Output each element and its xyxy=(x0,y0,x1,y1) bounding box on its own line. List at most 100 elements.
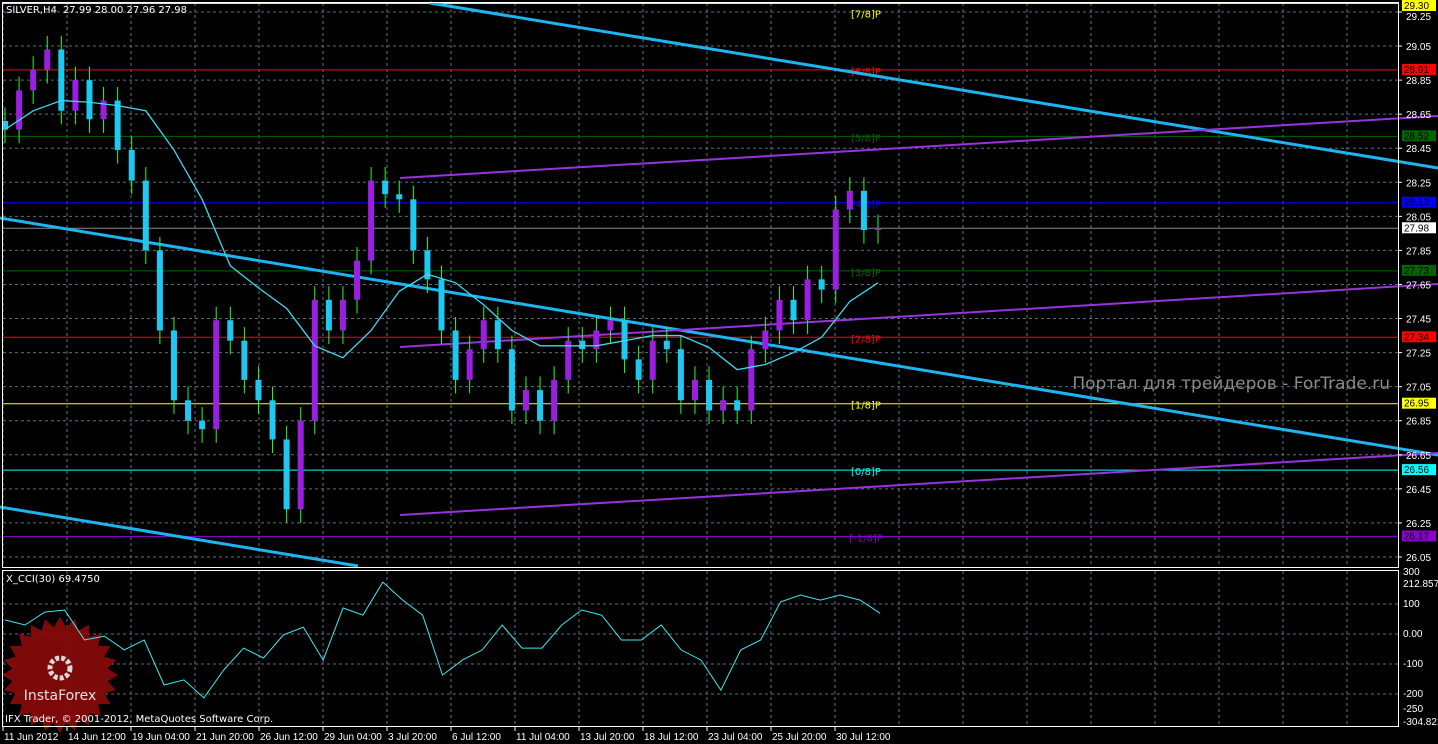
level-price-text: 26.56 xyxy=(1404,465,1429,476)
candle-body xyxy=(565,340,572,380)
murrey-level-label: [5/8]P xyxy=(851,133,881,144)
level-price-tag xyxy=(1402,130,1436,142)
cci-panel-frame xyxy=(2,570,1399,727)
time-tick-label: 6 Jul 12:00 xyxy=(452,732,501,743)
candle-body xyxy=(325,299,332,331)
candle-body xyxy=(438,279,445,331)
candle-body xyxy=(410,199,417,251)
candle-body xyxy=(649,340,656,380)
price-tick-label: 28.25 xyxy=(1406,178,1431,189)
price-axis[interactable]: 29.25 29.05 28.85 28.65 28.45 28.25 28.05 27.85… xyxy=(1398,11,1431,564)
candle-body xyxy=(16,90,23,130)
cci-tick-label: -200 xyxy=(1403,689,1423,700)
price-tick-label: 27.65 xyxy=(1406,280,1431,291)
current-price-tag xyxy=(1402,222,1436,234)
channel-line-upper[interactable] xyxy=(399,115,1438,179)
price-tick-label: 29.25 xyxy=(1406,12,1431,23)
level-price-text: 26.17 xyxy=(1404,532,1429,543)
channel-line-lower[interactable] xyxy=(399,452,1438,516)
watermark-text: Портал для трейдеров - ForTrade.ru xyxy=(1072,374,1390,394)
level-price-text: 29.30 xyxy=(1404,1,1429,12)
time-tick-label: 30 Jul 12:00 xyxy=(836,732,891,743)
channel-line-middle[interactable] xyxy=(399,283,1438,348)
candle-body xyxy=(804,279,811,321)
candle-body xyxy=(269,400,276,440)
trendlines[interactable] xyxy=(0,1,1438,568)
time-tick-label: 23 Jul 04:00 xyxy=(708,732,763,743)
time-tick-label: 3 Jul 20:00 xyxy=(388,732,437,743)
candle-body xyxy=(748,349,755,411)
candle-body xyxy=(227,320,234,341)
murrey-levels: [7/8]P[6/8]P[5/8]P[4/8]P[3/8]P[2/8]P[1/8… xyxy=(3,2,1398,545)
candle-body xyxy=(579,340,586,350)
price-tick-label: 28.85 xyxy=(1406,76,1431,87)
time-axis[interactable]: 11 Jun 2012 14 Jun 12:00 19 Jun 04:00 21 Ju… xyxy=(2,727,891,743)
level-price-tag xyxy=(1402,196,1436,208)
time-tick-label: 29 Jun 04:00 xyxy=(324,732,382,743)
price-tick-label: 27.25 xyxy=(1406,349,1431,360)
price-tick-label: 27.05 xyxy=(1406,383,1431,394)
symbol-label: SILVER,H4 xyxy=(6,5,57,16)
murrey-level-label: [7/8]P xyxy=(851,9,881,20)
copyright-text: IFX Trader, © 2001-2012, MetaQuotes Soft… xyxy=(5,714,273,725)
time-tick-label: 21 Jun 20:00 xyxy=(196,732,254,743)
level-price-tag xyxy=(1402,331,1436,343)
level-price-tag xyxy=(1402,63,1436,75)
candle-body xyxy=(494,320,501,350)
candle-body xyxy=(213,320,220,430)
candle-body xyxy=(720,400,727,411)
candle-body xyxy=(776,299,783,331)
candle-body xyxy=(255,379,262,401)
price-tick-label: 26.65 xyxy=(1406,451,1431,462)
level-price-text: 27.73 xyxy=(1404,266,1429,277)
time-tick-label: 14 Jun 12:00 xyxy=(68,732,126,743)
chart-header: SILVER,H4 27.99 28.00 27.96 27.98 xyxy=(6,5,187,16)
murrey-level-label: [0/8]P xyxy=(851,467,881,478)
cci-line xyxy=(4,581,881,699)
price-tick-label: 28.05 xyxy=(1406,212,1431,223)
logo-text: InstaForex xyxy=(24,688,97,704)
cci-tick-label: -250 xyxy=(1403,704,1423,715)
candle-body xyxy=(58,49,65,111)
candle-body xyxy=(283,439,290,510)
cci-tick-label: 0.00 xyxy=(1403,629,1423,640)
level-price-tag xyxy=(1402,264,1436,276)
cci-tick-label: -100 xyxy=(1403,659,1423,670)
candle-body xyxy=(621,320,628,360)
candle-body xyxy=(185,400,192,421)
candle-body xyxy=(860,190,867,230)
trendline-middle[interactable] xyxy=(0,216,1438,457)
price-tick-label: 26.05 xyxy=(1406,553,1431,564)
level-price-text: 28.13 xyxy=(1404,198,1429,209)
candles xyxy=(2,35,881,523)
main-panel-frame xyxy=(2,2,1399,568)
price-tick-label: 28.45 xyxy=(1406,144,1431,155)
trendline-lower[interactable] xyxy=(0,505,359,568)
candle-body xyxy=(354,260,361,300)
price-tags: 29.30 28.91 28.52 28.13 27.73 27.34 26.95 26.56… xyxy=(1402,0,1436,543)
candle-body xyxy=(607,320,614,331)
murrey-level-label: [-1/8]P xyxy=(849,534,883,545)
ohlc-label: 27.99 28.00 27.96 27.98 xyxy=(63,5,187,16)
candle-body xyxy=(241,340,248,380)
trendline-upper[interactable] xyxy=(429,1,1438,170)
cci-tick-label: 100 xyxy=(1403,599,1420,610)
candle-body xyxy=(762,330,769,350)
candle-body xyxy=(142,180,149,251)
logo-badge-icon xyxy=(2,617,118,733)
cci-tick-label: -304.821 xyxy=(1403,717,1438,728)
candle-body xyxy=(537,390,544,421)
candle-body xyxy=(382,180,389,195)
level-price-text: 28.91 xyxy=(1404,65,1429,76)
candle-body xyxy=(424,250,431,280)
time-tick-label: 11 Jul 04:00 xyxy=(516,732,570,743)
price-tick-label: 28.65 xyxy=(1406,110,1431,121)
level-price-text: 28.52 xyxy=(1404,131,1429,142)
candle-body xyxy=(452,330,459,380)
level-price-text: 27.34 xyxy=(1404,332,1429,343)
candle-body xyxy=(480,320,487,350)
candle-body xyxy=(72,80,79,111)
candle-body xyxy=(339,299,346,331)
cci-title: X_CCI(30) 69.4750 xyxy=(6,574,100,585)
